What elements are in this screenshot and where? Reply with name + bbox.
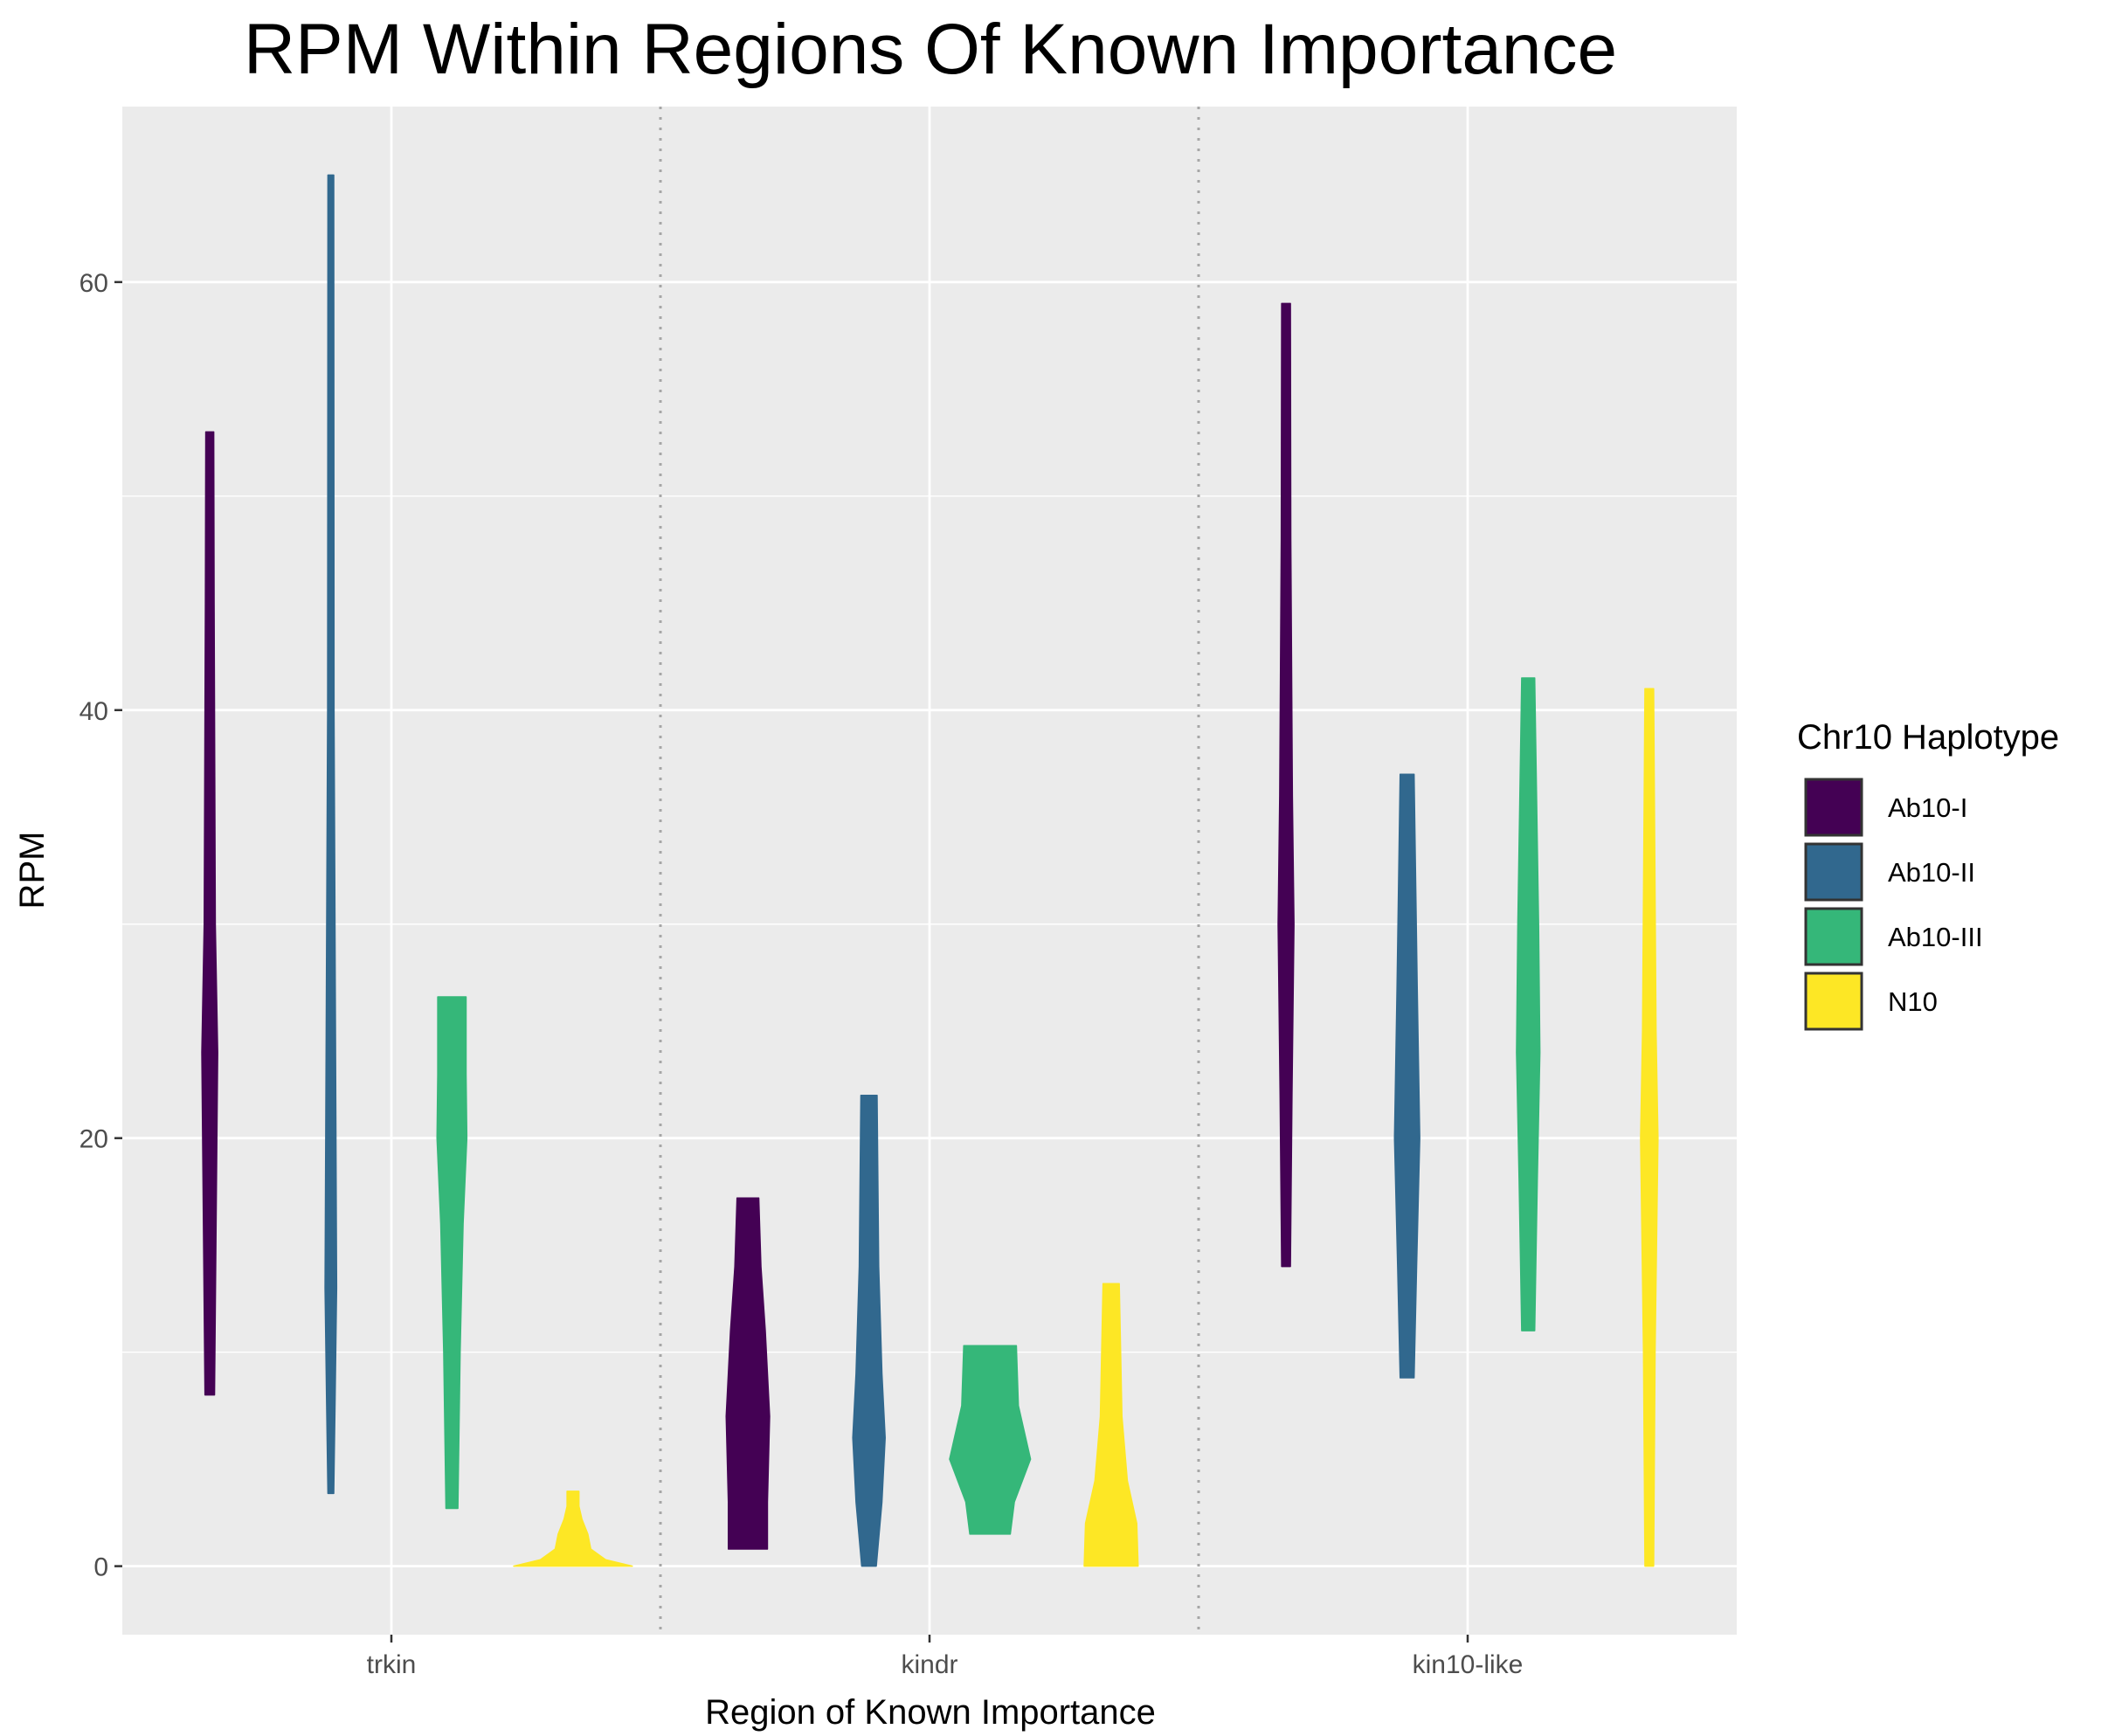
legend-key-ab10-iii [1804, 907, 1863, 966]
y-axis-title: RPM [13, 832, 52, 909]
chart-title: RPM Within Regions Of Known Importance [244, 10, 1617, 89]
violin-ab10-iii-trkin [436, 996, 468, 1510]
y-axis: 0 20 40 60 [79, 269, 122, 1582]
x-tick-label: kin10-like [1413, 1650, 1524, 1679]
x-axis-title: Region of Known Importance [705, 1693, 1156, 1732]
y-tick-label: 0 [93, 1553, 108, 1582]
violin-ab10-i-kindr [725, 1197, 771, 1550]
grid-major [122, 107, 1737, 1635]
legend-label: Ab10-I [1888, 792, 1967, 823]
y-tick-label: 20 [79, 1125, 108, 1154]
legend-key-n10 [1804, 972, 1863, 1031]
y-tick-label: 60 [79, 269, 108, 298]
violin-ab10-iii-kindr [949, 1345, 1032, 1535]
violin-n10-trkin [513, 1490, 633, 1567]
violin-n10-kin10-like [1640, 688, 1659, 1567]
violin-n10-kindr [1083, 1283, 1139, 1567]
x-tick-label: kindr [901, 1650, 957, 1679]
violin-ab10-iii-kin10-like [1516, 677, 1541, 1331]
legend: Chr10 Haplotype Ab10-I Ab10-II Ab10-III N10 [1797, 718, 2059, 1031]
legend-key-ab10-i [1804, 778, 1863, 837]
x-axis: trkin kindr kin10-like [367, 1635, 1524, 1679]
violin-ab10-ii-kin10-like [1393, 773, 1420, 1379]
legend-label: N10 [1888, 986, 1938, 1017]
violin-ab10-i-kin10-like [1277, 302, 1295, 1268]
violin-ab10-ii-kindr [852, 1094, 886, 1567]
legend-items: Ab10-I Ab10-II Ab10-III N10 [1804, 778, 1983, 1031]
legend-label: Ab10-II [1888, 857, 1975, 888]
violin-ab10-i-trkin [201, 431, 218, 1396]
legend-label: Ab10-III [1888, 922, 1983, 952]
y-tick-label: 40 [79, 697, 108, 726]
x-tick-label: trkin [367, 1650, 417, 1679]
legend-title: Chr10 Haplotype [1797, 718, 2059, 757]
violin-ab10-ii-trkin [324, 174, 338, 1495]
legend-key-ab10-ii [1804, 842, 1863, 902]
violins [201, 174, 1659, 1567]
